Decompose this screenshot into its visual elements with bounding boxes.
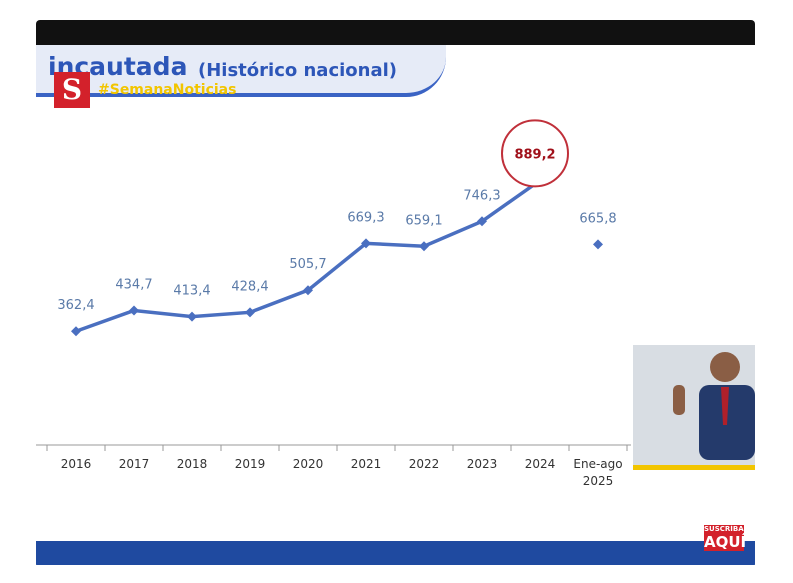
tie [721,387,729,425]
point [419,241,429,252]
x-tick-label: 2021 [350,457,382,471]
top-bar [36,20,755,45]
video-frame: incautada (Histórico nacional) S #Semana… [36,20,755,568]
data-label: 434,7 [115,278,152,293]
bottom-bar [36,541,755,565]
point [187,311,197,322]
data-label: 505,7 [289,257,326,272]
x-tick-label: 2016 [60,457,92,471]
x-tick-label: 2022 [408,457,440,471]
x-tick-label: 2018 [176,457,208,471]
subscribe-top[interactable]: SUSCRÍBASE [704,525,754,533]
subscribe-main[interactable]: AQUÍ [704,533,747,551]
presenter [673,352,755,460]
title-banner [36,45,446,97]
x-tick-label: 2024 [524,457,556,471]
point [303,285,313,296]
point [477,216,487,227]
point [361,238,371,249]
point [129,305,139,316]
x-tick-label: 2019 [234,457,266,471]
data-label: 669,3 [347,210,384,225]
x-tick-label: 2017 [118,457,150,471]
hashtag: #SemanaNoticias [98,82,237,98]
x-tick-label: 2020 [292,457,324,471]
hand [673,385,685,415]
point [71,326,81,337]
head [710,352,740,382]
highlight-circle [501,119,569,188]
chart: 362,4 434,7 413,4 428,4 505,7 669,3 659,1 746,3… [36,119,631,451]
x-tick-label: Ene-ago 2025 [573,457,623,488]
point [245,307,255,318]
data-label: 665,8 [579,211,616,226]
data-label: 889,2 [514,147,555,162]
data-label: 746,3 [463,188,500,203]
data-label: 413,4 [173,284,210,299]
data-label: 362,4 [57,298,94,313]
point [593,239,603,250]
data-label: 659,1 [405,213,442,228]
x-tick-label: 2023 [466,457,498,471]
chart-subtitle: (Histórico nacional) [198,60,398,81]
data-label: 428,4 [231,279,268,294]
presenter-video [633,345,755,470]
logo: S [54,72,90,108]
subscribe-button[interactable]: SUSCRÍBASE AQUÍ [704,525,753,551]
